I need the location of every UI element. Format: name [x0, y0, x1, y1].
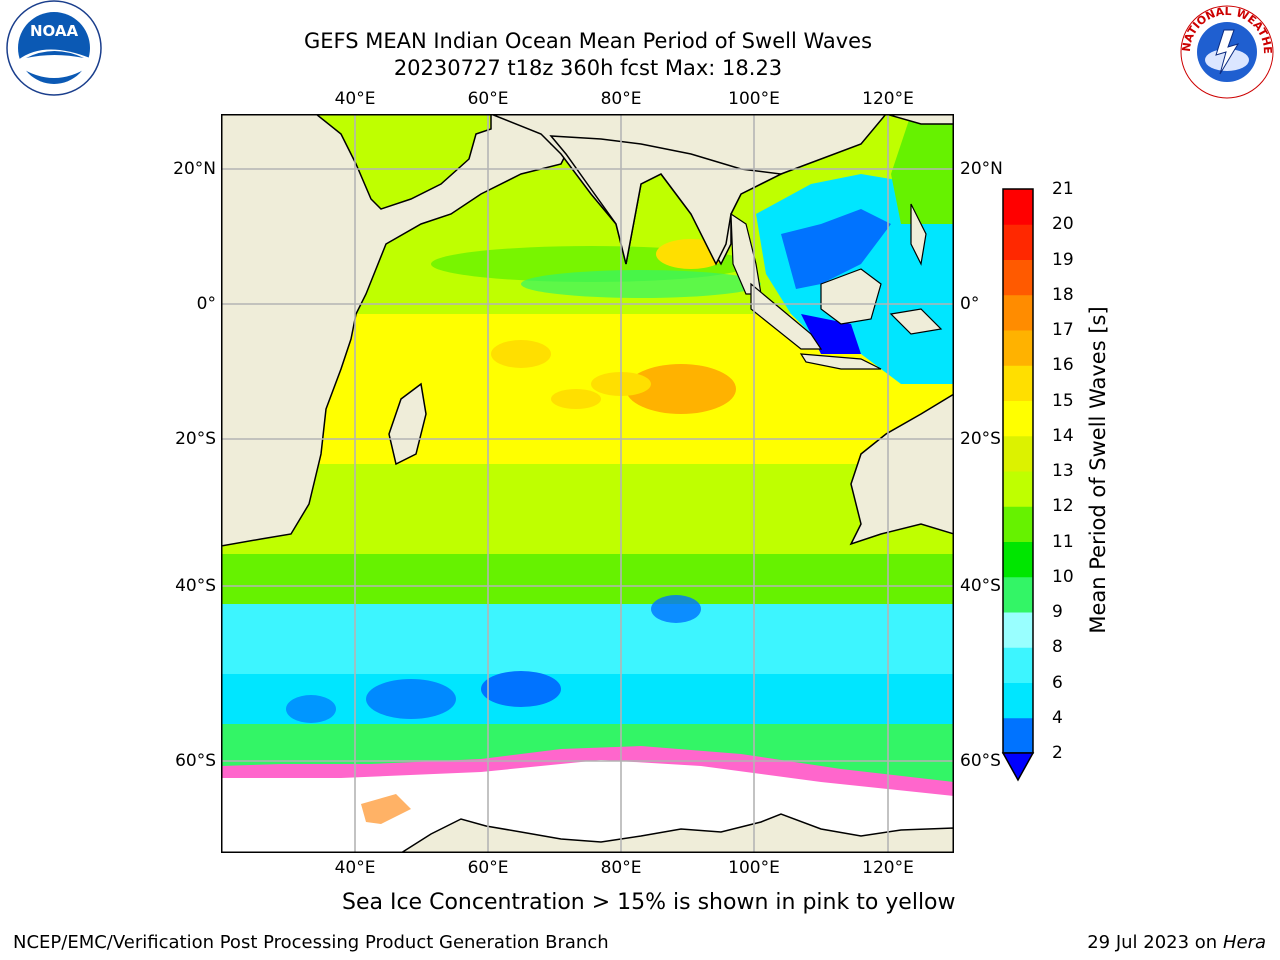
colorbar-tick-label: 19	[1052, 249, 1074, 270]
colorbar-swatch	[1003, 471, 1033, 507]
land-india	[549, 135, 784, 266]
chart-title-line1: GEFS MEAN Indian Ocean Mean Period of Sw…	[303, 29, 873, 53]
lon-label-bottom: 40°E	[334, 858, 376, 878]
lat-label-left: 20°S	[175, 429, 216, 449]
noaa-logo-icon: NOAA	[6, 0, 102, 96]
colorbar-title: Mean Period of Swell Waves [s]	[1086, 306, 1110, 634]
colorbar-tick-label: 12	[1052, 496, 1074, 517]
colorbar-swatch	[1003, 189, 1033, 225]
colorbar-tick-label: 9	[1052, 602, 1063, 622]
colorbar-swatch	[1003, 647, 1033, 683]
sea-ice-note: Sea Ice Concentration > 15% is shown in …	[342, 890, 956, 915]
colorbar-swatch	[1003, 717, 1033, 754]
lat-label-right: 0°	[960, 294, 980, 314]
blue-patch	[481, 671, 561, 707]
orange-patch	[626, 364, 736, 414]
colorbar-tick-label: 13	[1052, 461, 1074, 481]
lon-label-top: 120°E	[862, 89, 914, 109]
colorbar-swatch	[1003, 294, 1033, 331]
footer-date: 29 Jul 2023 on Hera	[1087, 932, 1266, 953]
colorbar-swatch	[1003, 435, 1033, 472]
lat-label-left: 0°	[196, 294, 216, 314]
colorbar-swatch	[1003, 541, 1033, 578]
band-south-subtropics	[221, 554, 954, 604]
lon-label-bottom: 100°E	[728, 858, 780, 878]
lat-label-right: 20°S	[960, 429, 1001, 449]
map-frame	[221, 114, 954, 853]
colorbar-tick-label: 20	[1052, 214, 1074, 235]
gridlines	[221, 114, 954, 853]
lat-label-right: 40°S	[960, 576, 1001, 596]
land-antarctica	[399, 813, 954, 853]
colorbar-swatch	[1003, 400, 1033, 437]
colorbar-swatch	[1003, 365, 1033, 401]
colorbar-tick-label: 11	[1052, 531, 1074, 552]
land-sumatra	[750, 282, 823, 350]
lon-label-top: 100°E	[728, 89, 780, 109]
lon-label-bottom: 80°E	[600, 858, 642, 878]
lon-label-bottom: 60°E	[467, 858, 509, 878]
colorbar-tick-label: 14	[1052, 425, 1074, 446]
lon-label-top: 40°E	[334, 89, 376, 109]
nws-logo-icon: NATIONAL WEATHER SERVICE	[1176, 0, 1274, 99]
colorbar-tick-label: 6	[1052, 672, 1063, 693]
band-subtropics	[221, 464, 954, 554]
colorbar-extend-arrow	[1001, 752, 1035, 782]
map-panel	[221, 114, 954, 853]
footer-credit: NCEP/EMC/Verification Post Processing Pr…	[13, 932, 609, 953]
colorbar-swatch	[1003, 612, 1033, 648]
colorbar	[1001, 188, 1035, 782]
colorbar-tick-label: 16	[1052, 355, 1074, 376]
colorbar-tick-label: 2	[1052, 743, 1063, 763]
land-madagascar	[388, 382, 427, 466]
land-australia	[849, 393, 954, 546]
colorbar-tick-label: 17	[1052, 320, 1074, 340]
colorbar-tick-label: 10	[1052, 566, 1074, 587]
colorbar-swatch	[1003, 259, 1033, 296]
colorbar-tick-label: 15	[1052, 390, 1074, 411]
footer-date-text: 29 Jul 2023 on	[1087, 932, 1223, 953]
lat-label-left: 40°S	[175, 576, 216, 596]
chart-title-line2: 20230727 t18z 360h fcst Max: 18.23	[393, 56, 783, 80]
colorbar-swatch	[1003, 224, 1033, 260]
lon-label-top: 80°E	[600, 89, 642, 109]
lat-label-left: 60°S	[175, 751, 216, 771]
noaa-logo-text: NOAA	[30, 22, 79, 40]
colorbar-swatch	[1003, 576, 1033, 613]
lat-label-right: 60°S	[960, 751, 1001, 771]
lat-label-right: 20°N	[960, 159, 1003, 179]
colorbar-swatch	[1003, 682, 1033, 719]
colorbar-tick-label: 4	[1052, 707, 1063, 728]
lat-label-left: 20°N	[173, 159, 216, 179]
colorbar-swatch	[1003, 330, 1033, 366]
footer-host: Hera	[1222, 932, 1266, 953]
colorbar-swatch	[1003, 506, 1033, 542]
lon-label-bottom: 120°E	[862, 858, 914, 878]
lon-label-top: 60°E	[467, 89, 509, 109]
colorbar-tick-label: 18	[1052, 284, 1074, 305]
colorbar-tick-label: 8	[1052, 637, 1063, 658]
colorbar-tick-label: 21	[1052, 179, 1074, 199]
